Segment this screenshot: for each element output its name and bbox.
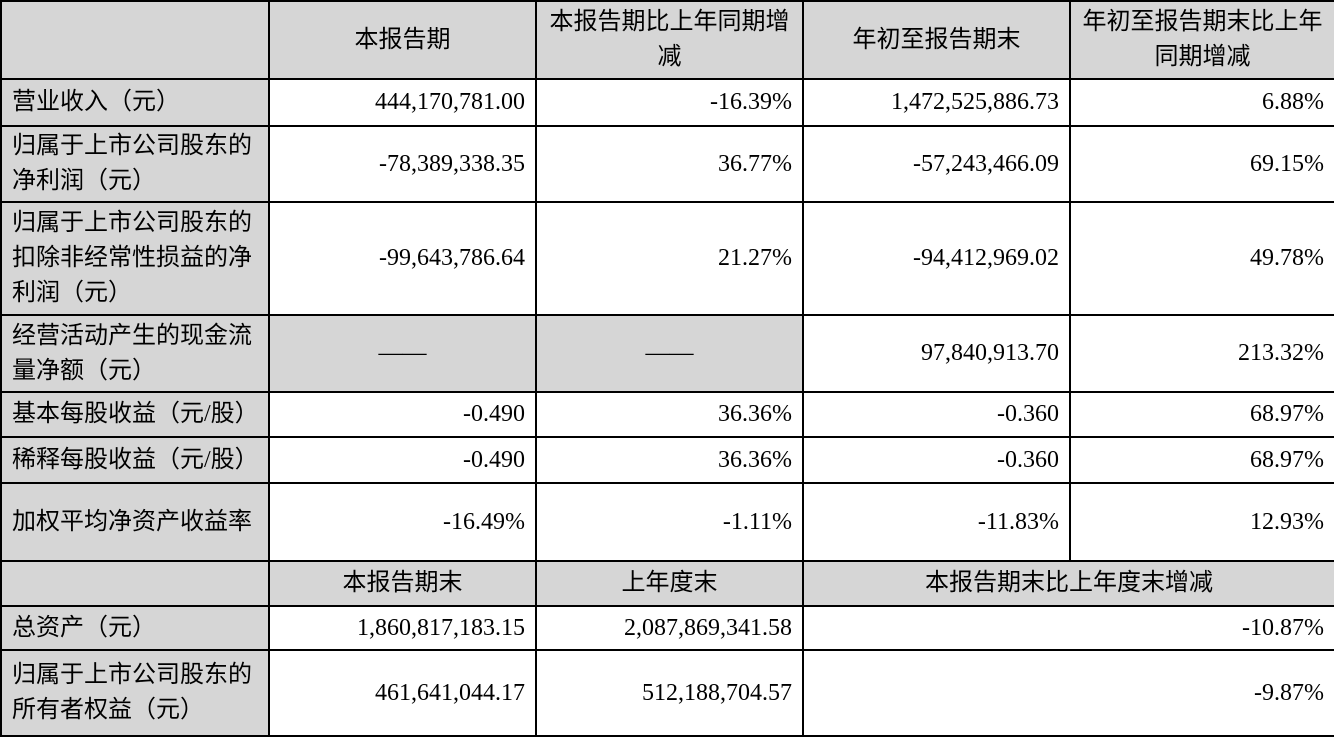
change-cell: -10.87% (802, 605, 1334, 651)
row-total-assets: 总资产（元） 1,860,817,183.15 2,087,869,341.58… (0, 605, 1334, 651)
value-cell: -57,243,466.09 (802, 125, 1071, 203)
header-period-end-change: 本报告期末比上年度末增减 (802, 560, 1334, 607)
value-cell: 6.88% (1069, 78, 1334, 127)
value-cell: -99,643,786.64 (268, 201, 537, 316)
header-end-of-last-year: 上年度末 (535, 560, 804, 607)
value-cell: 68.97% (1069, 391, 1334, 438)
value-cell: 69.15% (1069, 125, 1334, 203)
row-label: 归属于上市公司股东的净利润（元） (0, 125, 270, 203)
row-label: 归属于上市公司股东的扣除非经常性损益的净利润（元） (0, 201, 270, 316)
value-cell: 1,472,525,886.73 (802, 78, 1071, 127)
header-corner-cell-2 (0, 560, 270, 607)
header-current-period: 本报告期 (268, 0, 537, 80)
row-basic-eps: 基本每股收益（元/股） -0.490 36.36% -0.360 68.97% (0, 391, 1334, 438)
value-cell: -0.360 (802, 436, 1071, 484)
value-cell: 36.77% (535, 125, 804, 203)
row-label: 稀释每股收益（元/股） (0, 436, 270, 484)
header-year-to-date-yoy-change: 年初至报告期末比上年同期增减 (1069, 0, 1334, 80)
value-cell: 49.78% (1069, 201, 1334, 316)
value-cell: 444,170,781.00 (268, 78, 537, 127)
value-cell: -16.39% (535, 78, 804, 127)
value-cell: 12.93% (1069, 482, 1334, 562)
row-label: 基本每股收益（元/股） (0, 391, 270, 438)
row-label: 归属于上市公司股东的所有者权益（元） (0, 649, 270, 737)
row-label: 营业收入（元） (0, 78, 270, 127)
value-cell: 21.27% (535, 201, 804, 316)
row-diluted-eps: 稀释每股收益（元/股） -0.490 36.36% -0.360 68.97% (0, 436, 1334, 484)
header-year-to-date: 年初至报告期末 (802, 0, 1071, 80)
row-label: 加权平均净资产收益率 (0, 482, 270, 562)
value-cell: -0.360 (802, 391, 1071, 438)
row-label: 总资产（元） (0, 605, 270, 651)
value-cell: -16.49% (268, 482, 537, 562)
row-net-profit: 归属于上市公司股东的净利润（元） -78,389,338.35 36.77% -… (0, 125, 1334, 203)
value-cell: 68.97% (1069, 436, 1334, 484)
row-weighted-average-roe: 加权平均净资产收益率 -16.49% -1.11% -11.83% 12.93% (0, 482, 1334, 562)
value-cell-na: —— (535, 314, 804, 393)
value-cell: 36.36% (535, 391, 804, 438)
header-corner-cell (0, 0, 270, 80)
row-label: 经营活动产生的现金流量净额（元） (0, 314, 270, 393)
row-net-profit-excl-nonrecurring: 归属于上市公司股东的扣除非经常性损益的净利润（元） -99,643,786.64… (0, 201, 1334, 316)
change-cell: -9.87% (802, 649, 1334, 737)
value-cell: -11.83% (802, 482, 1071, 562)
value-cell-na: —— (268, 314, 537, 393)
value-cell: 36.36% (535, 436, 804, 484)
row-operating-revenue: 营业收入（元） 444,170,781.00 -16.39% 1,472,525… (0, 78, 1334, 127)
row-owners-equity: 归属于上市公司股东的所有者权益（元） 461,641,044.17 512,18… (0, 649, 1334, 737)
value-cell: -1.11% (535, 482, 804, 562)
header-end-of-period: 本报告期末 (268, 560, 537, 607)
header-row-period: 本报告期 本报告期比上年同期增减 年初至报告期末 年初至报告期末比上年同期增减 (0, 0, 1334, 80)
header-row-period-end: 本报告期末 上年度末 本报告期末比上年度末增减 (0, 560, 1334, 607)
value-cell: 213.32% (1069, 314, 1334, 393)
value-cell: -0.490 (268, 436, 537, 484)
value-cell: 2,087,869,341.58 (535, 605, 804, 651)
header-current-period-yoy-change: 本报告期比上年同期增减 (535, 0, 804, 80)
value-cell: 461,641,044.17 (268, 649, 537, 737)
row-operating-cash-flow: 经营活动产生的现金流量净额（元） —— —— 97,840,913.70 213… (0, 314, 1334, 393)
value-cell: 97,840,913.70 (802, 314, 1071, 393)
value-cell: -0.490 (268, 391, 537, 438)
value-cell: -78,389,338.35 (268, 125, 537, 203)
value-cell: 1,860,817,183.15 (268, 605, 537, 651)
value-cell: 512,188,704.57 (535, 649, 804, 737)
value-cell: -94,412,969.02 (802, 201, 1071, 316)
